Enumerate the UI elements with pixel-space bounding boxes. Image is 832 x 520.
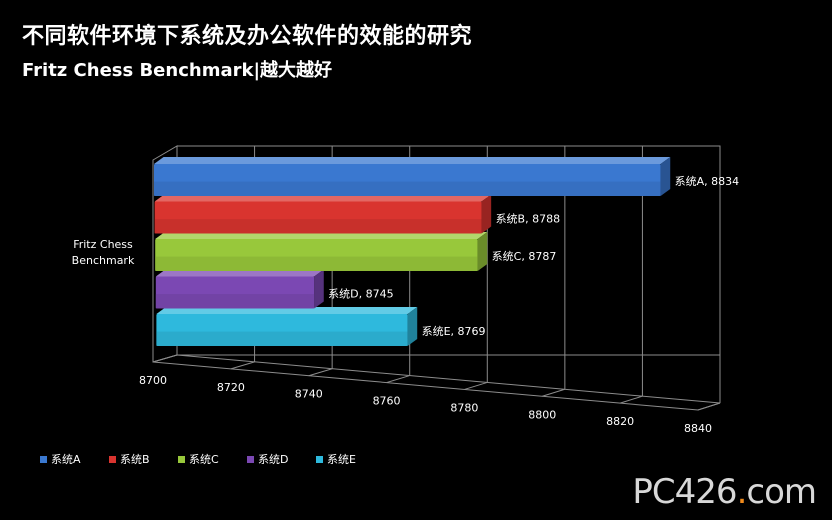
chart-subtitle: Fritz Chess Benchmark|越大越好 xyxy=(22,60,333,81)
legend-swatch-系统E xyxy=(316,456,323,463)
x-tick-label: 8840 xyxy=(684,422,712,435)
bar-shading xyxy=(156,331,408,346)
data-label-系统B: 系统B, 8788 xyxy=(496,213,561,226)
bar-shading xyxy=(154,219,482,234)
legend-label-系统A: 系统A xyxy=(51,453,81,466)
legend-swatch-系统C xyxy=(178,456,185,463)
bar-top-face xyxy=(154,194,492,202)
bar-end-face xyxy=(481,194,492,234)
watermark-logo: PC426.com xyxy=(632,472,817,512)
legend-label-系统B: 系统B xyxy=(120,453,150,466)
gridline-floor xyxy=(230,361,255,370)
bar-end-face xyxy=(477,232,488,271)
bar-top-face xyxy=(155,232,488,239)
data-label-系统C: 系统C, 8787 xyxy=(492,250,557,263)
x-tick-label: 8800 xyxy=(528,408,556,421)
gridline-floor xyxy=(386,375,410,384)
x-tick-label: 8820 xyxy=(606,415,634,428)
legend-label-系统E: 系统E xyxy=(327,453,356,466)
bar-top-face xyxy=(156,307,418,314)
gridline-floor xyxy=(697,402,721,411)
x-tick-label: 8700 xyxy=(139,374,167,387)
chart-title: 不同软件环境下系统及办公软件的效能的研究 xyxy=(22,24,473,49)
bar-shading xyxy=(155,256,478,271)
x-tick-label: 8760 xyxy=(373,395,401,408)
bar-系统B xyxy=(154,194,492,234)
bar-系统A xyxy=(154,157,671,196)
data-labels: 系统E, 8769 系统D, 8745 系统C, 8787 系统B, 8788 系统A,… xyxy=(328,175,739,338)
legend-swatch-系统D xyxy=(247,456,254,463)
gridline-floor xyxy=(308,368,333,377)
bar-end-face xyxy=(660,157,671,196)
bar-end-face xyxy=(407,307,418,346)
bar-系统C xyxy=(155,232,488,271)
gridline-floor xyxy=(152,354,178,363)
y-category-label: Benchmark xyxy=(72,254,135,267)
legend-swatch-系统B xyxy=(109,456,116,463)
bar-系统D xyxy=(155,269,324,309)
bars xyxy=(154,157,671,346)
legend-label-系统D: 系统D xyxy=(258,453,288,466)
data-label-系统D: 系统D, 8745 xyxy=(328,288,393,301)
legend: 系统A 系统B 系统C 系统D 系统E xyxy=(40,453,356,466)
x-tick-label: 8740 xyxy=(295,388,323,401)
bar-top-face xyxy=(155,269,324,277)
y-axis-category: Fritz Chess Benchmark xyxy=(72,238,135,267)
x-tick-label: 8720 xyxy=(217,381,245,394)
bar-top-face xyxy=(154,157,671,164)
y-category-label: Fritz Chess xyxy=(73,238,133,251)
data-label-系统A: 系统A, 8834 xyxy=(675,175,740,188)
bar-shading xyxy=(155,294,315,309)
x-axis-ticks: 8700 8720 8740 8760 8780 8800 8820 8840 xyxy=(139,374,712,435)
gridline-floor xyxy=(464,381,488,390)
bar-shading xyxy=(154,181,661,196)
data-label-系统E: 系统E, 8769 xyxy=(422,325,486,338)
legend-label-系统C: 系统C xyxy=(189,453,219,466)
x-tick-label: 8780 xyxy=(450,401,478,414)
bar-end-face xyxy=(314,269,324,309)
gridline-floor xyxy=(619,395,643,404)
bar-系统E xyxy=(156,307,418,346)
gridline-floor xyxy=(542,388,566,397)
legend-swatch-系统A xyxy=(40,456,47,463)
